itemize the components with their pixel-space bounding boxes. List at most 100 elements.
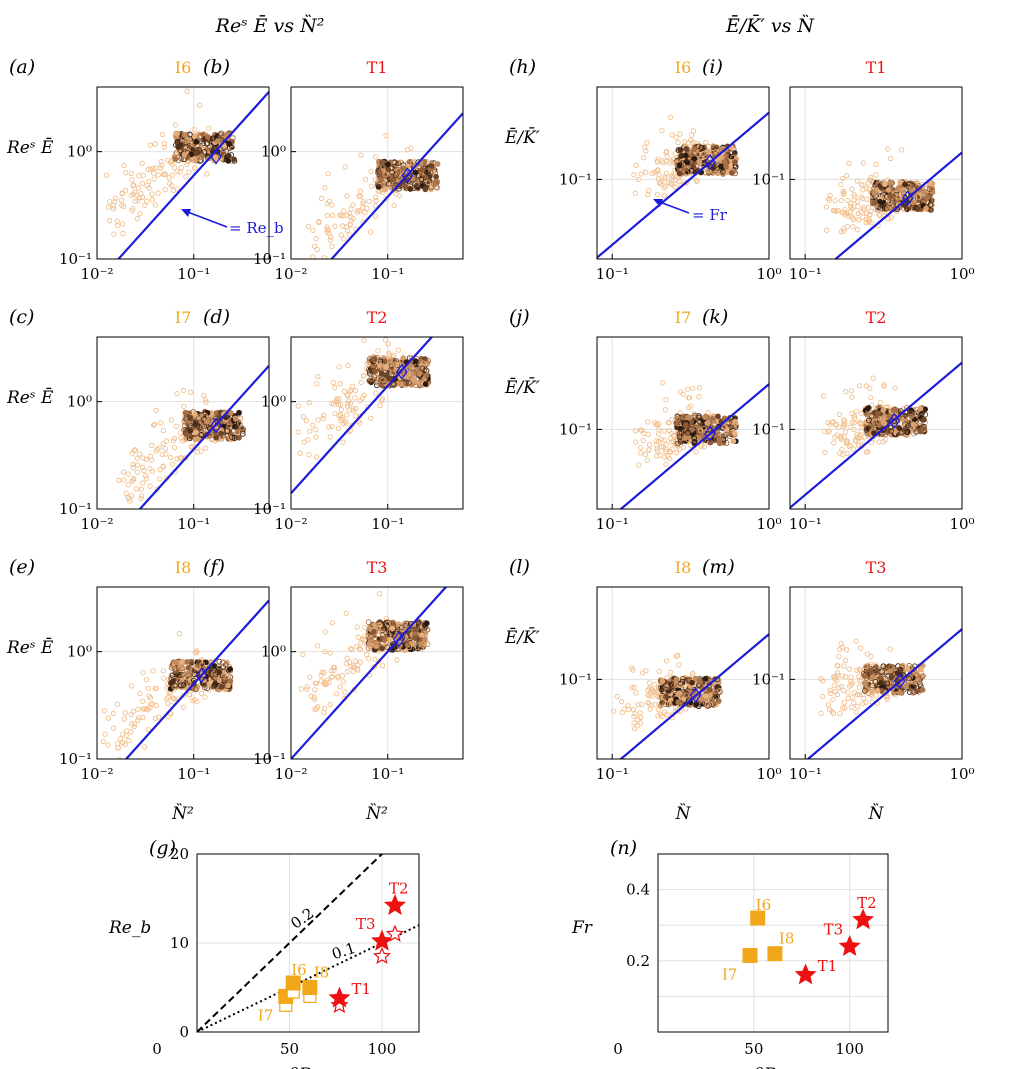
scatter-point — [671, 682, 677, 688]
scatter-point — [840, 423, 847, 429]
scatter-point — [665, 420, 671, 426]
x-tick-label: 10⁻¹ — [371, 515, 404, 533]
scatter-point — [236, 409, 242, 416]
scatter-point — [195, 155, 202, 162]
panel-label: (m) — [702, 556, 735, 578]
scatter-point — [845, 197, 851, 204]
scatter-point — [120, 469, 127, 475]
scatter-point — [359, 395, 366, 401]
scatter-point — [119, 191, 125, 197]
x-tick-label: 100 — [368, 1040, 397, 1058]
scatter-point — [179, 665, 186, 672]
panel-label: (n) — [610, 837, 637, 859]
scatter-point — [389, 176, 396, 183]
scatter-point — [887, 646, 893, 652]
scatter-point — [391, 202, 397, 209]
scatter-point — [137, 211, 143, 217]
scatter-point — [120, 203, 127, 209]
scatter-point — [685, 414, 692, 421]
x-axis-label: N̏² — [365, 804, 388, 824]
point-label: T1 — [351, 980, 371, 998]
scatter-point — [868, 424, 875, 430]
scatter-point — [170, 678, 176, 685]
scatter-point — [667, 114, 674, 120]
mean-diamond — [888, 412, 901, 430]
scatter-point — [910, 421, 917, 428]
scatter-point — [660, 380, 666, 386]
scatter-point — [134, 215, 141, 222]
scatter-point — [842, 705, 848, 711]
scatter-point — [709, 416, 716, 422]
scatter-point — [827, 707, 833, 713]
data-area — [823, 146, 962, 259]
scatter-point — [819, 693, 826, 700]
scatter-point — [204, 171, 210, 177]
x-tick-label: 10⁻¹ — [596, 265, 629, 283]
scatter-point — [689, 679, 695, 686]
scatter-point — [646, 701, 652, 707]
scatter-point — [217, 430, 224, 437]
scatter-point — [854, 431, 860, 437]
scatter-point — [690, 128, 697, 134]
scatter-point — [424, 627, 431, 633]
scatter-point — [184, 668, 190, 675]
scatter-point — [141, 467, 147, 474]
scatter-point — [221, 152, 227, 158]
scatter-point — [105, 715, 111, 721]
scatter-point — [321, 681, 328, 687]
scatter-point — [881, 383, 887, 389]
panel-title: I8 — [175, 558, 192, 577]
scatter-point — [329, 423, 335, 429]
scatter-point — [848, 387, 855, 394]
scatter-point — [348, 206, 354, 212]
scatter-point — [693, 449, 699, 455]
scatter-point — [320, 415, 326, 422]
scatter-point — [315, 374, 321, 380]
scatter-point — [312, 680, 319, 686]
scatter-point — [173, 122, 179, 128]
scatter-point — [902, 421, 909, 428]
axes-frame — [290, 86, 464, 260]
scatter-point — [161, 171, 167, 177]
scatter-point — [862, 663, 869, 670]
scatter-point — [135, 717, 141, 723]
panel-title: T1 — [367, 58, 388, 77]
scatter-point — [111, 203, 117, 209]
scatter-point — [141, 744, 148, 750]
scatter-point — [313, 705, 320, 712]
scatter-point — [631, 172, 637, 178]
scatter-point — [668, 174, 675, 180]
scatter-point — [327, 434, 333, 440]
scatter-point — [871, 199, 878, 206]
scatter-point — [171, 435, 178, 441]
scatter-point — [911, 689, 918, 695]
scatter-point — [151, 176, 157, 182]
scatter-point — [666, 179, 672, 186]
x-tick-label: 10⁻¹ — [177, 265, 210, 283]
scatter-point — [106, 218, 113, 224]
scatter-point — [416, 371, 423, 377]
scatter-point — [880, 439, 887, 445]
scatter-point — [637, 710, 643, 716]
scatter-point — [833, 208, 840, 214]
scatter-point — [362, 176, 369, 182]
data-marker-square — [302, 980, 318, 995]
x-tick-label: 10⁻¹ — [177, 515, 210, 533]
scatter-point — [682, 422, 689, 428]
scatter-point — [884, 696, 890, 703]
scatter-point — [159, 162, 165, 168]
y-axis-label: Ē/K̄′ — [504, 626, 540, 648]
scatter-point — [657, 684, 664, 691]
y-tick-label: 10⁻¹ — [59, 250, 92, 268]
scatter-point — [225, 673, 231, 679]
scatter-point — [179, 438, 186, 444]
scatter-point — [370, 376, 377, 383]
scatter-point — [226, 141, 232, 147]
scatter-point — [861, 670, 867, 677]
scatter-point — [651, 681, 658, 688]
scatter-point — [402, 633, 409, 640]
scatter-point — [154, 446, 160, 452]
scatter-point — [658, 452, 664, 459]
scatter-point — [305, 437, 311, 443]
